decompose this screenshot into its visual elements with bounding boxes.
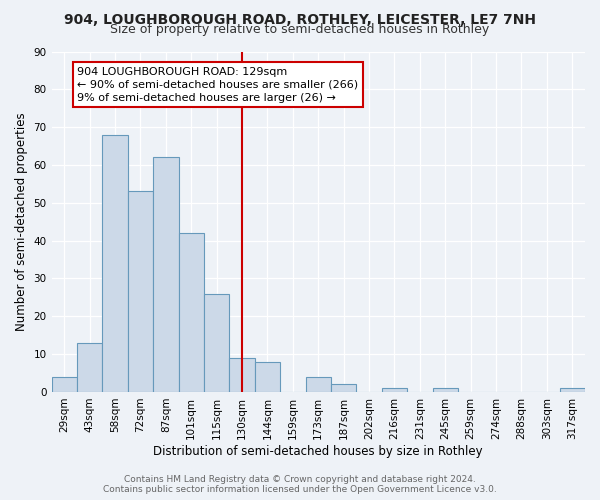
Text: Size of property relative to semi-detached houses in Rothley: Size of property relative to semi-detach… [110, 24, 490, 36]
Bar [52, 377, 77, 392]
Bar [560, 388, 585, 392]
Bar [255, 362, 280, 392]
Bar [204, 294, 229, 392]
Bar [179, 233, 204, 392]
Y-axis label: Number of semi-detached properties: Number of semi-detached properties [15, 112, 28, 331]
Bar [331, 384, 356, 392]
Bar [433, 388, 458, 392]
Text: 904, LOUGHBOROUGH ROAD, ROTHLEY, LEICESTER, LE7 7NH: 904, LOUGHBOROUGH ROAD, ROTHLEY, LEICEST… [64, 12, 536, 26]
Bar [77, 343, 103, 392]
Bar [305, 377, 331, 392]
X-axis label: Distribution of semi-detached houses by size in Rothley: Distribution of semi-detached houses by … [154, 444, 483, 458]
Bar [128, 192, 153, 392]
Bar [103, 134, 128, 392]
Text: 904 LOUGHBOROUGH ROAD: 129sqm
← 90% of semi-detached houses are smaller (266)
9%: 904 LOUGHBOROUGH ROAD: 129sqm ← 90% of s… [77, 66, 358, 103]
Bar [382, 388, 407, 392]
Bar [153, 158, 179, 392]
Bar [229, 358, 255, 392]
Text: Contains HM Land Registry data © Crown copyright and database right 2024.
Contai: Contains HM Land Registry data © Crown c… [103, 474, 497, 494]
